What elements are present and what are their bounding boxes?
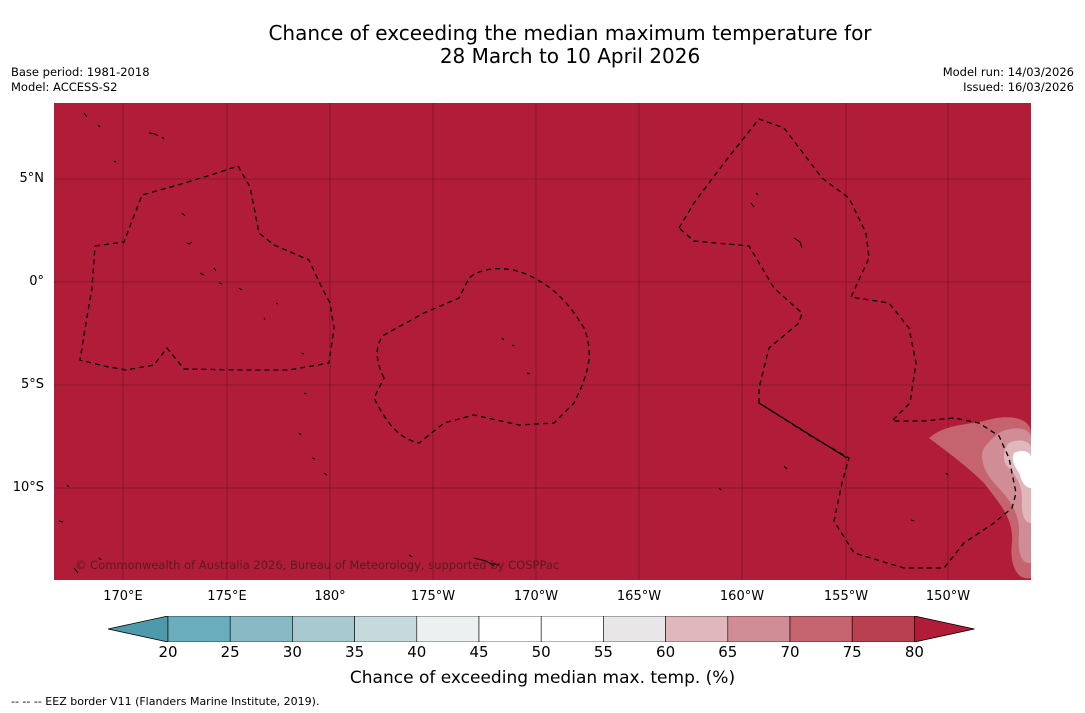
- colorbar-tick-label: 60: [656, 643, 676, 661]
- title-line-1: Chance of exceeding the median maximum t…: [268, 21, 872, 45]
- map-title: Chance of exceeding the median maximum t…: [0, 22, 1085, 68]
- colorbar-tick-label: 45: [469, 643, 489, 661]
- title-line-2: 28 March to 10 April 2026: [439, 44, 701, 68]
- colorbar-extend-high: [914, 615, 975, 643]
- model-name: Model: ACCESS-S2: [11, 80, 118, 94]
- lon-label: 180°: [314, 589, 346, 604]
- colorbar-segment: [665, 615, 729, 643]
- colorbar-tick-label: 65: [718, 643, 738, 661]
- model-run: Model run: 14/03/2026: [942, 65, 1074, 79]
- lat-label: 5°N: [19, 171, 45, 186]
- map-panel: [54, 103, 1031, 580]
- lon-label: 170°W: [513, 589, 559, 604]
- lon-label: 165°W: [616, 589, 662, 604]
- colorbar-label: Chance of exceeding median max. temp. (%…: [349, 668, 736, 688]
- colorbar-segment: [354, 615, 418, 643]
- colorbar-segment: [789, 615, 853, 643]
- map-background: [54, 103, 1031, 580]
- colorbar-segment: [540, 615, 604, 643]
- colorbar-svg: [107, 615, 975, 643]
- colorbar-tick-label: 30: [282, 643, 302, 661]
- colorbar-tick-label: 80: [904, 643, 924, 661]
- colorbar-segment: [416, 615, 480, 643]
- lon-label: 175°E: [207, 589, 247, 604]
- eez-footnote: -- -- -- EEZ border V11 (Flanders Marine…: [11, 695, 320, 708]
- islands: [58, 112, 949, 574]
- colorbar-tick-label: 70: [780, 643, 800, 661]
- eez-borders: [79, 118, 1017, 569]
- lon-label: 155°W: [823, 589, 869, 604]
- colorbar: [107, 615, 978, 643]
- colorbar-segment: [292, 615, 355, 643]
- lon-label: 150°W: [925, 589, 971, 604]
- colorbar-tick-label: 20: [158, 643, 178, 661]
- lat-label: 10°S: [12, 480, 44, 495]
- colorbar-tick-label: 75: [842, 643, 862, 661]
- copyright-notice: © Commonwealth of Australia 2026, Bureau…: [75, 558, 560, 572]
- lat-label: 0°: [29, 274, 44, 289]
- colorbar-segment: [167, 615, 231, 643]
- map-svg: [54, 103, 1031, 580]
- meta-left: Base period: 1981-2018 Model: ACCESS-S2: [11, 65, 150, 95]
- colorbar-segment: [478, 615, 542, 643]
- colorbar-segment: [229, 615, 293, 643]
- colorbar-extend-low: [107, 615, 169, 643]
- lon-label: 170°E: [103, 589, 143, 604]
- colorbar-tick-label: 40: [407, 643, 427, 661]
- colorbar-tick-label: 55: [593, 643, 613, 661]
- colorbar-tick-label: 25: [220, 643, 240, 661]
- colorbar-tick-label: 50: [531, 643, 551, 661]
- base-period: Base period: 1981-2018: [11, 65, 150, 79]
- issued-date: Issued: 16/03/2026: [963, 80, 1074, 94]
- lon-label: 160°W: [719, 589, 765, 604]
- gridlines: [54, 103, 1031, 580]
- meta-right: Model run: 14/03/2026 Issued: 16/03/2026: [943, 65, 1074, 95]
- colorbar-segment: [603, 615, 666, 643]
- lon-label: 175°W: [410, 589, 456, 604]
- colorbar-tick-label: 35: [345, 643, 365, 661]
- anomaly-region: [929, 417, 1031, 579]
- colorbar-segment: [851, 615, 915, 643]
- lat-label: 5°S: [20, 377, 44, 392]
- colorbar-segment: [727, 615, 791, 643]
